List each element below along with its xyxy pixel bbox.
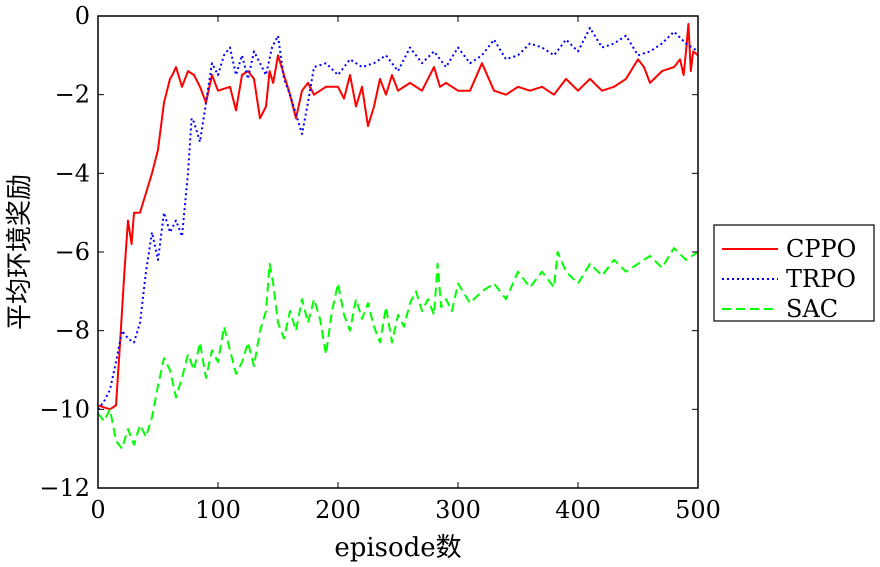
legend-label-trpo: TRPO <box>786 265 856 293</box>
y-tick-label: 0 <box>75 2 90 30</box>
y-tick-label: −4 <box>55 159 90 187</box>
x-tick-label: 500 <box>675 496 721 524</box>
x-tick-label: 400 <box>555 496 601 524</box>
legend-label-cppo: CPPO <box>786 235 856 263</box>
y-axis-title: 平均环境奖励 <box>5 174 35 330</box>
y-tick-label: −8 <box>55 317 90 345</box>
legend-box <box>713 224 875 322</box>
legend-label-sac: SAC <box>786 295 838 323</box>
x-tick-label: 300 <box>435 496 481 524</box>
y-tick-label: −12 <box>39 474 90 502</box>
series-line-cppo <box>97 22 699 411</box>
series-line-sac <box>97 247 699 450</box>
series-line-trpo <box>97 26 699 410</box>
x-tick-label: 200 <box>315 496 361 524</box>
series-layer <box>97 22 699 450</box>
x-tick-label: 100 <box>195 496 241 524</box>
y-tick-label: −2 <box>55 81 90 109</box>
y-tick-label: −10 <box>39 395 90 423</box>
ticks-layer: 0 100 200 300 400 500 0 −2 −4 −6 −8 −10 −12 <box>39 2 721 524</box>
x-tick-label: 0 <box>90 496 105 524</box>
x-axis-title: episode数 <box>334 533 461 563</box>
plot-frame <box>97 15 699 489</box>
y-tick-label: −6 <box>55 238 90 266</box>
